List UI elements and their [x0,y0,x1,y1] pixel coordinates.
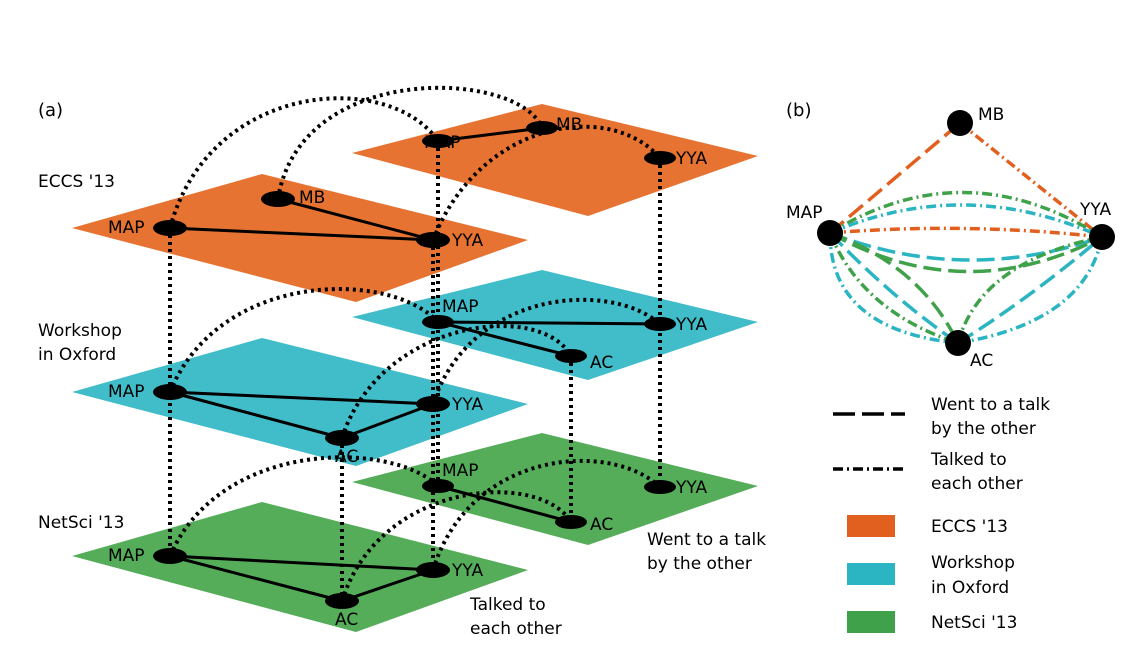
node-mb [526,121,558,135]
eccs-back-edges [437,126,543,143]
layer-label-workshop: Workshop [38,321,122,341]
node-label-yya: YYA [451,561,483,581]
layer-label-workshop: in Oxford [38,345,116,365]
netsci-plane-back [352,433,758,545]
layer-label-netsci: NetSci '13 [38,513,124,533]
workshop-front-edges [169,390,434,440]
annotation-talked: each other [470,619,562,639]
node-label-map: MAP [442,461,479,481]
legend: Went to a talk by the other Talked to ea… [833,395,1050,633]
node-label-ac: AC [590,353,613,373]
node-label-mb: MB [299,188,325,208]
legend-workshop-label: Workshop [931,553,1015,573]
node-ac [555,515,587,529]
netsci-front-edges [169,554,434,603]
node-yya [416,232,450,248]
legend-eccs-swatch [847,515,895,537]
node-label-map: MAP [442,297,479,317]
netsci-back-edges [437,484,572,524]
node-ac [555,349,587,363]
node-ac [945,330,971,356]
legend-talked-label: Talked to [930,450,1007,470]
node-map [153,220,187,236]
node-map [422,479,454,493]
workshop-plane-back [352,270,758,380]
node-yya [644,151,676,165]
node-yya [644,317,676,331]
eccs-plane-front [72,174,528,302]
panel-b-label: (b) [786,100,811,121]
node-label-mb: MB [978,105,1004,125]
node-label-ac: AC [335,447,358,467]
node-map [422,134,454,148]
node-label-yya: YYA [675,149,707,169]
node-label-yya: YYA [675,315,707,335]
legend-workshop-label: in Oxford [931,578,1009,598]
annotation-went: Went to a talk [647,530,766,550]
node-label-map: MAP [108,546,145,566]
netsci-plane-front [72,502,528,632]
legend-went-label: Went to a talk [931,395,1050,415]
workshop-plane-front [72,338,528,466]
layer-label-eccs: ECCS '13 [38,172,115,192]
node-yya [416,396,450,412]
annotation-went: by the other [647,554,752,574]
node-yya [416,562,450,578]
aggregate-multiedges [828,121,1104,345]
workshop-back-edges [437,320,661,358]
node-mb [947,110,973,136]
node-label-ac: AC [970,351,993,371]
node-label-map: MAP [786,203,823,223]
back-layer-nodes [422,121,676,529]
node-label-yya: YYA [451,395,483,415]
annotation-talked: Talked to [469,595,546,615]
node-label-yya: YYA [451,231,483,251]
legend-workshop-swatch [847,563,895,585]
legend-netsci-label: NetSci '13 [931,613,1017,633]
node-map [153,384,187,400]
node-ac [325,430,359,446]
node-label-map: MAP [108,382,145,402]
node-label-yya: YYA [675,478,707,498]
node-label-ac: AC [335,610,358,630]
node-mb [261,191,295,207]
legend-talked-label: each other [931,474,1023,494]
node-yya [644,480,676,494]
node-map [422,315,454,329]
node-label-yya: YYA [1079,200,1111,220]
node-label-map: MAP [424,133,461,153]
legend-went-label: by the other [931,419,1036,439]
node-label-map: MAP [108,218,145,238]
node-yya [1089,224,1115,250]
legend-eccs-label: ECCS '13 [931,517,1008,537]
panel-a-label: (a) [38,100,63,121]
aggregate-nodes [817,110,1115,356]
eccs-front-edges [169,197,434,242]
node-ac [325,593,359,609]
node-label-ac: AC [590,515,613,535]
front-layer-nodes [153,191,450,609]
legend-netsci-swatch [847,611,895,633]
node-label-mb: MB [556,115,582,135]
node-map [817,220,843,246]
eccs-plane-back [352,104,758,216]
node-map [153,548,187,564]
